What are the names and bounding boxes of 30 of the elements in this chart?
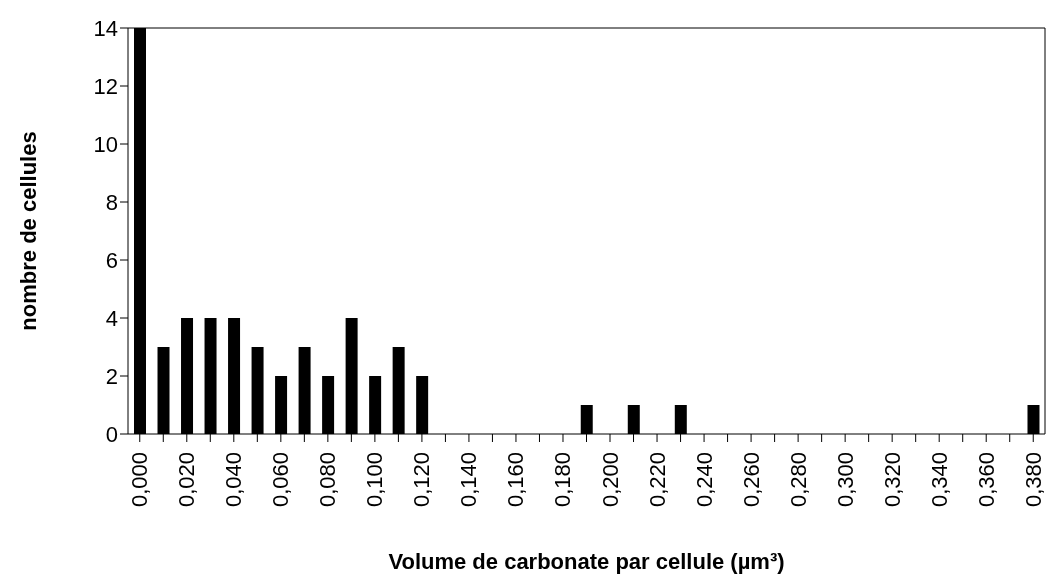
x-tick-label: 0,320 — [879, 452, 905, 508]
x-tick-label: 0,160 — [503, 452, 529, 508]
x-tick-label: 0,340 — [926, 452, 952, 508]
x-tick-label: 0,240 — [691, 452, 717, 508]
x-axis-title: Volume de carbonate par cellule (µm³) — [388, 549, 785, 574]
y-tick-label: 12 — [93, 73, 118, 99]
x-tick-label: 0,040 — [221, 452, 247, 508]
y-tick-label: 2 — [105, 363, 118, 389]
x-tick-label: 0,180 — [550, 452, 576, 508]
x-tick-label: 0,100 — [362, 452, 388, 508]
x-tick-label: 0,300 — [832, 452, 858, 508]
x-tick-label: 0,380 — [1020, 452, 1046, 508]
y-axis-title: nombre de cellules — [15, 131, 41, 331]
x-tick-label: 0,260 — [738, 452, 764, 508]
y-tick-label: 6 — [105, 247, 118, 273]
x-tick-label: 0,360 — [973, 452, 999, 508]
x-tick-label: 0,200 — [597, 452, 623, 508]
x-tick-label: 0,220 — [644, 452, 670, 508]
x-tick-label: 0,280 — [785, 452, 811, 508]
y-tick-label: 10 — [93, 131, 118, 157]
x-tick-label: 0,020 — [174, 452, 200, 508]
y-tick-label: 4 — [105, 305, 118, 331]
x-tick-label: 0,080 — [315, 452, 341, 508]
y-tick-label: 8 — [105, 189, 118, 215]
x-tick-label: 0,120 — [409, 452, 435, 508]
y-tick-label: 0 — [105, 421, 118, 447]
x-tick-label: 0,060 — [268, 452, 294, 508]
x-tick-label: 0,000 — [127, 452, 153, 508]
x-tick-label: 0,140 — [456, 452, 482, 508]
y-tick-label: 14 — [93, 15, 118, 41]
